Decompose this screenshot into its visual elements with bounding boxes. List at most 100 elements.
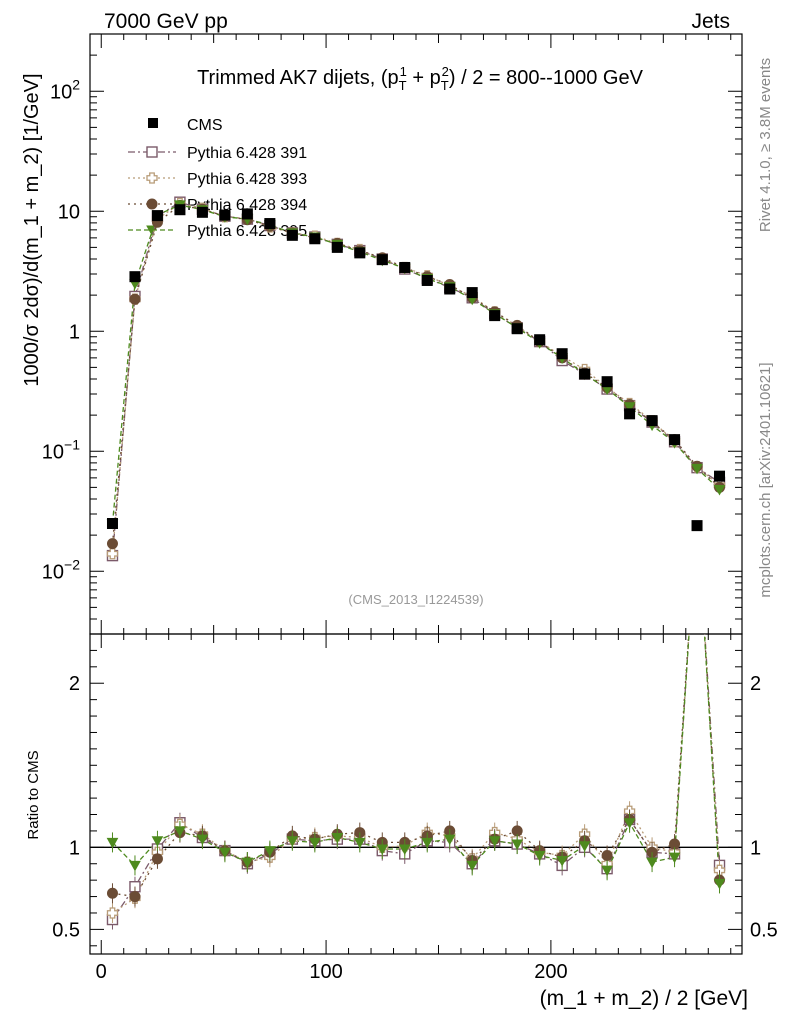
series-4-point <box>623 402 636 413</box>
ratio-4-point <box>578 841 591 852</box>
ratio-series-marks <box>106 801 726 930</box>
data-point <box>444 283 456 295</box>
ratio-4-point <box>376 844 389 856</box>
data-point <box>489 310 501 322</box>
ratio-4-point <box>241 857 254 869</box>
ratio-4-point <box>174 826 186 837</box>
ratio-tick-label-right: 1 <box>750 837 761 859</box>
legend-marker-data <box>148 118 158 128</box>
main-series-lines <box>111 201 720 556</box>
legend-label-2: Pythia 6.428 393 <box>187 171 307 188</box>
ratio-line-4 <box>112 634 721 884</box>
y-tick-label: 10−1 <box>42 436 80 463</box>
data-point <box>286 229 298 241</box>
ratio-4-point <box>466 860 479 872</box>
legend-marker-2 <box>146 172 158 184</box>
data-point <box>309 233 321 245</box>
data-point <box>646 415 658 427</box>
x-tick-label: 200 <box>534 961 567 983</box>
data-point <box>601 376 613 388</box>
data-point <box>669 434 681 446</box>
data-point <box>376 254 388 266</box>
ratio-3-point <box>129 891 141 903</box>
legend-label-3: Pythia 6.428 394 <box>187 197 307 214</box>
series-line-3 <box>111 204 720 544</box>
series-line-1 <box>111 201 720 556</box>
ratio-panel-frame <box>89 633 743 955</box>
ratio-4-point <box>196 834 209 846</box>
legend-label-1: Pythia 6.428 391 <box>187 145 307 162</box>
data-point <box>714 470 726 482</box>
ratio-series-lines <box>111 634 721 920</box>
y-tick-label: 10 <box>58 201 80 223</box>
series-4-point <box>691 463 703 475</box>
x-axis-label: (m_1 + m_2) / 2 [GeV] <box>540 987 748 1010</box>
ratio-4-point <box>623 818 636 829</box>
ratio-tick-label-right: 2 <box>750 673 761 695</box>
ratio-3-point <box>601 850 613 862</box>
data-point <box>151 210 163 222</box>
ratio-4-point <box>713 878 726 890</box>
legend-marker-1 <box>146 146 158 158</box>
ratio-3-point <box>151 853 163 865</box>
chart-title: Trimmed AK7 dijets, (pT1 + pT2) / 2 = 80… <box>197 64 644 93</box>
data-point <box>331 241 343 253</box>
ratio-4-point <box>106 837 119 849</box>
series-3-point <box>106 538 118 550</box>
ratio-4-point <box>421 837 434 849</box>
ratio-4-point <box>398 844 411 856</box>
ratio-tick-label: 0.5 <box>52 919 80 941</box>
ratio-line-1 <box>111 634 721 920</box>
data-point <box>129 271 141 283</box>
ratio-4-point <box>556 855 568 867</box>
y-tick-label: 102 <box>50 76 80 103</box>
y-tick-label: 1 <box>69 321 80 343</box>
ratio-2-point <box>106 907 119 919</box>
ratio-line-3 <box>112 634 721 898</box>
x-tick-label: 100 <box>309 961 342 983</box>
ratio-4-point <box>511 839 524 851</box>
legend-marker-3 <box>146 198 158 210</box>
ratio-4-point <box>219 847 231 859</box>
mcplots-label: mcplots.cern.ch [arXiv:2401.10621] <box>757 362 774 597</box>
ratio-4-point <box>488 836 501 847</box>
series-4-point <box>713 485 726 496</box>
legend-label-4: Pythia 6.428 395 <box>187 223 307 240</box>
data-point <box>511 323 523 335</box>
series-3-point <box>129 293 141 305</box>
ratio-4-point <box>331 832 344 844</box>
ratio-4-point <box>646 857 658 869</box>
y-tick-label: 10−2 <box>42 556 80 583</box>
data-point <box>421 274 433 286</box>
header-process: Jets <box>691 10 730 33</box>
rivet-label: Rivet 4.1.0, ≥ 3.8M events <box>757 58 774 232</box>
legend-label-data: CMS <box>187 117 223 134</box>
ratio-tick-label-right: 0.5 <box>750 919 778 941</box>
data-point <box>241 208 253 220</box>
ratio-4-point <box>286 836 299 847</box>
ratio-4-point <box>308 837 321 849</box>
header-energy: 7000 GeV pp <box>104 10 228 33</box>
data-point <box>196 206 208 218</box>
ratio-tick-label: 2 <box>69 673 80 695</box>
ratio-4-point <box>353 837 366 849</box>
ratio-4-point <box>443 834 456 846</box>
ratio-4-point <box>264 846 276 857</box>
data-point <box>174 204 186 216</box>
data-point <box>624 408 636 420</box>
data-point <box>399 261 411 273</box>
data-point <box>219 209 231 221</box>
data-point <box>534 334 546 346</box>
data-point <box>466 287 478 299</box>
ratio-4-point <box>129 860 141 872</box>
data-point <box>264 218 276 230</box>
series-line-2 <box>111 202 720 554</box>
ratio-4-point <box>533 851 546 862</box>
x-tick-label: 0 <box>96 961 107 983</box>
data-point <box>354 247 366 259</box>
legend-item-data: CMS <box>148 117 223 134</box>
series-line-4 <box>111 204 720 524</box>
ratio-4-point <box>668 852 681 864</box>
ratio-line-2 <box>112 634 721 914</box>
